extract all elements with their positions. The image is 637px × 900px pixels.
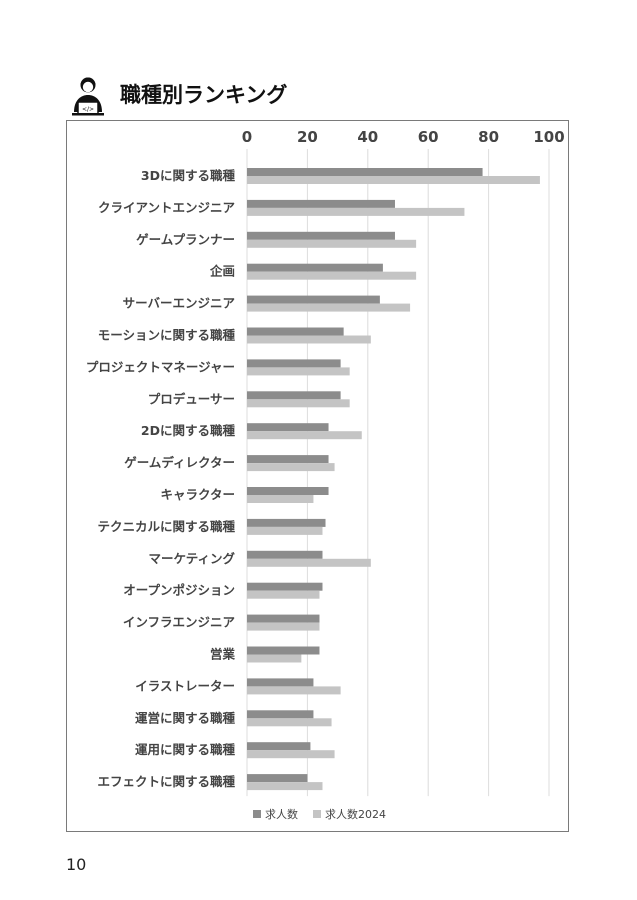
legend-label: 求人数 xyxy=(265,808,298,821)
legend-label: 求人数2024 xyxy=(325,808,386,821)
tick-label: 100 xyxy=(533,128,564,146)
category-label: イラストレーター xyxy=(135,678,235,693)
bar-series-1 xyxy=(247,263,383,272)
category-label: 2Dに関する職種 xyxy=(141,423,236,438)
bar-series-1 xyxy=(247,231,395,240)
chart-frame: 0 20 40 60 80 100 3Dに関する職種クライアントエンジニアゲームプランナー企… xyxy=(66,120,569,832)
svg-text:</>: </> xyxy=(82,106,94,113)
bar-series-1 xyxy=(247,487,329,495)
category-label: オープンポジション xyxy=(123,583,235,598)
bar-series-1 xyxy=(247,168,483,176)
category-label: ゲームディレクター xyxy=(124,455,235,470)
legend-swatch xyxy=(313,810,321,818)
bar-series-1 xyxy=(247,391,341,400)
bar-series-2 xyxy=(247,335,371,344)
bar-series-2 xyxy=(247,207,465,216)
bar-series-2 xyxy=(247,526,323,535)
person-at-laptop-icon: </> xyxy=(72,77,104,116)
bar-series-2 xyxy=(247,176,540,184)
bar-series-1 xyxy=(247,582,323,591)
bar-series-1 xyxy=(247,327,344,336)
category-label: サーバーエンジニア xyxy=(123,296,235,311)
bar-series-2 xyxy=(247,367,350,376)
bar-series-1 xyxy=(247,646,320,655)
bar-series-1 xyxy=(247,710,314,719)
category-label: エフェクトに関する職種 xyxy=(97,774,235,789)
bar-series-2 xyxy=(247,303,411,312)
bar-series-2 xyxy=(247,654,302,663)
bar-series-2 xyxy=(247,495,314,503)
tick-label: 20 xyxy=(297,128,318,146)
tick-label: 80 xyxy=(478,128,499,146)
bar-series-1 xyxy=(247,742,311,751)
category-label: クライアントエンジニア xyxy=(98,200,235,215)
category-label: ゲームプランナー xyxy=(136,232,235,247)
category-label: テクニカルに関する職種 xyxy=(97,519,235,534)
bar-series-1 xyxy=(247,199,395,208)
tick-label: 0 xyxy=(242,128,252,146)
bar-series-1 xyxy=(247,359,341,368)
bar-series-2 xyxy=(247,399,350,408)
bar-series-2 xyxy=(247,622,320,631)
category-label: モーションに関する職種 xyxy=(98,328,236,343)
category-label: 営業 xyxy=(210,647,236,662)
bar-series-2 xyxy=(247,718,332,727)
category-label: 運用に関する職種 xyxy=(135,742,236,757)
bar-series-2 xyxy=(247,271,417,280)
legend-swatch xyxy=(253,810,261,818)
bar-series-2 xyxy=(247,239,417,248)
category-label: インフラエンジニア xyxy=(123,615,235,630)
bar-series-1 xyxy=(247,550,323,559)
bar-series-2 xyxy=(247,590,320,599)
category-label: 3Dに関する職種 xyxy=(141,168,236,183)
bar-series-2 xyxy=(247,558,371,567)
bar-chart: 0 20 40 60 80 100 3Dに関する職種クライアントエンジニアゲームプランナー企… xyxy=(86,128,565,821)
bar-series-2 xyxy=(247,431,362,440)
category-label: 企画 xyxy=(209,264,235,279)
bar-series-1 xyxy=(247,423,329,432)
bar-series-2 xyxy=(247,782,323,791)
bar-series-2 xyxy=(247,463,335,472)
bar-series-1 xyxy=(247,614,320,623)
bar-series-1 xyxy=(247,455,329,464)
category-label: マーケティング xyxy=(148,551,235,566)
category-label: キャラクター xyxy=(160,487,235,502)
bar-series-1 xyxy=(247,295,380,304)
bar-series-2 xyxy=(247,750,335,759)
bar-series-1 xyxy=(247,774,308,783)
bar-series-1 xyxy=(247,678,314,687)
page-number: 10 xyxy=(66,855,87,874)
category-label: 運営に関する職種 xyxy=(135,710,236,725)
tick-label: 60 xyxy=(418,128,439,146)
bar-series-1 xyxy=(247,518,326,527)
page-title: 職種別ランキング xyxy=(120,83,288,107)
bar-series-2 xyxy=(247,686,341,695)
category-label: プロジェクトマネージャー xyxy=(86,359,235,374)
category-label: プロデューサー xyxy=(148,391,235,406)
tick-label: 40 xyxy=(357,128,378,146)
